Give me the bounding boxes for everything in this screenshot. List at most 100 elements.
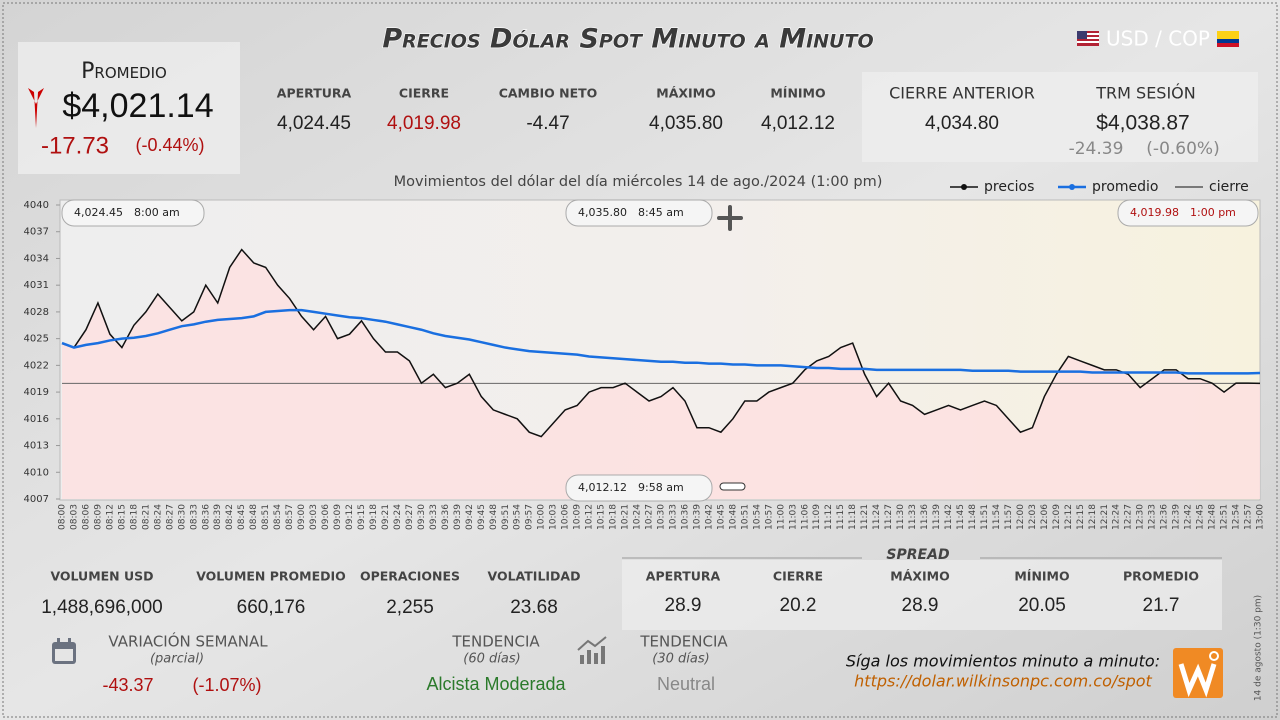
x-tick-label: 11:30 [896, 504, 906, 530]
x-tick-label: 09:18 [369, 504, 379, 530]
footer-link[interactable]: https://dolar.wilkinsonpc.com.co/spot [854, 672, 1152, 691]
x-tick-label: 08:51 [261, 504, 271, 530]
pair: USD / COP [1106, 27, 1210, 51]
x-tick-label: 10:24 [633, 504, 643, 530]
x-tick-label: 09:15 [357, 504, 367, 530]
x-tick-label: 09:45 [477, 504, 487, 530]
price-area [62, 249, 1260, 499]
y-tick-label: 4031 [24, 280, 49, 291]
weekly-note: (parcial) [150, 652, 204, 667]
x-tick-label: 10:51 [740, 504, 750, 530]
y-tick-label: 4010 [24, 467, 49, 478]
x-tick-label: 08:09 [93, 504, 103, 530]
promedio-change: -17.73 [41, 132, 109, 159]
x-tick-label: 08:30 [177, 504, 187, 530]
flag-us [1077, 31, 1099, 46]
calendar-icon [52, 638, 76, 664]
series-line [61, 248, 1261, 438]
x-tick-label: 08:42 [225, 504, 235, 530]
stat-label: CIERRE [399, 86, 449, 101]
x-tick-label: 12:18 [1088, 504, 1098, 530]
weekly-label: VARIACIÓN SEMANAL [108, 632, 268, 651]
x-tick-label: 09:36 [441, 504, 451, 530]
stat-value: 20.2 [780, 595, 817, 616]
x-tick-label: 11:42 [944, 504, 954, 530]
x-tick-label: 08:00 [58, 504, 68, 530]
x-tick-label: 11:39 [932, 504, 942, 530]
y-tick-label: 4034 [24, 253, 49, 264]
spread-box [622, 560, 1222, 630]
stat-label: APERTURA [646, 569, 721, 584]
x-tick-label: 11:36 [920, 504, 930, 530]
x-tick-label: 09:51 [501, 504, 511, 530]
stat-label: MÁXIMO [656, 86, 715, 101]
annotation-box [565, 199, 713, 227]
x-tick-label: 10:30 [657, 504, 667, 530]
legend-label: precios [984, 179, 1034, 195]
annotation-time: 1:00 pm [1190, 206, 1236, 219]
promedio-change-pct: (-0.44%) [135, 135, 204, 155]
down-arrow [28, 88, 44, 128]
x-tick-label: 10:48 [728, 504, 738, 530]
promedio-box [18, 42, 240, 174]
title: Precios Dólar Spot Minuto a Minuto [382, 24, 873, 55]
spread-title: SPREAD [886, 547, 949, 563]
x-tick-label: 10:03 [549, 504, 559, 530]
stat-value: 660,176 [237, 597, 306, 618]
x-tick-label: 10:57 [764, 504, 774, 530]
stat-value: 28.9 [902, 595, 939, 616]
y-tick-label: 4007 [24, 494, 49, 505]
x-tick-label: 10:54 [752, 504, 762, 530]
stat-value: 1,488,696,000 [41, 597, 163, 618]
x-tick-label: 12:12 [1064, 504, 1074, 530]
trend-period: (60 días) [463, 652, 520, 667]
chart-subtitle: Movimientos del dólar del día miércoles … [394, 174, 883, 190]
x-tick-label: 11:21 [860, 504, 870, 530]
reference-box [862, 72, 1258, 162]
x-tick-label: 09:39 [453, 504, 463, 530]
flag-co [1217, 31, 1239, 47]
annotation-box [61, 199, 205, 227]
x-tick-label: 10:18 [609, 504, 619, 530]
x-tick-label: 12:45 [1196, 504, 1206, 530]
annotation-value: 4,019.98 [1130, 206, 1179, 219]
stat-value: 4,019.98 [387, 113, 461, 134]
x-tick-label: 11:18 [848, 504, 858, 530]
x-tick-label: 08:18 [129, 504, 139, 530]
trend-value: Neutral [657, 674, 715, 694]
x-tick-label: 12:03 [1028, 504, 1038, 530]
stat-label: APERTURA [277, 86, 352, 101]
x-tick-label: 10:00 [537, 504, 547, 530]
x-tick-label: 11:27 [884, 504, 894, 530]
stat-label: VOLATILIDAD [488, 569, 581, 584]
stat-label: OPERACIONES [360, 569, 460, 584]
x-tick-label: 12:09 [1052, 504, 1062, 530]
x-tick-label: 12:48 [1208, 504, 1218, 530]
trend-label: TENDENCIA [451, 633, 540, 651]
stat-change-pct: (-0.60%) [1146, 139, 1219, 159]
x-tick-label: 12:24 [1112, 504, 1122, 530]
x-tick-label: 12:42 [1184, 504, 1194, 530]
x-tick-label: 08:24 [153, 504, 163, 530]
x-tick-label: 08:12 [105, 504, 115, 530]
stat-value: 21.7 [1143, 595, 1180, 616]
stat-change: -24.39 [1069, 139, 1124, 159]
trend-label: TENDENCIA [639, 633, 728, 651]
x-tick-label: 10:21 [621, 504, 631, 530]
legend-label: promedio [1092, 179, 1159, 195]
y-tick-label: 4016 [24, 414, 49, 425]
x-tick-label: 09:57 [525, 504, 535, 530]
volume-stats: VOLUMEN USD 1,488,696,000 VOLUMEN PROMEDIO… [41, 569, 580, 619]
stat-label: TRM SESIÓN [1095, 84, 1195, 103]
x-tick-label: 08:33 [189, 504, 199, 530]
y-tick-label: 4037 [24, 227, 49, 238]
stat-label: MÍNIMO [770, 86, 825, 101]
promedio-value: $4,021.14 [62, 87, 213, 125]
timestamp: 14 de agosto (1:30 pm) [1254, 595, 1264, 701]
footer-prompt: Síga los movimientos minuto a minuto: [846, 652, 1160, 671]
x-tick-label: 11:51 [980, 504, 990, 530]
weekly-change: -43.37 [102, 675, 153, 695]
stat-value: $4,038.87 [1096, 112, 1189, 135]
x-tick-label: 08:15 [117, 504, 127, 530]
x-tick-label: 09:48 [489, 504, 499, 530]
